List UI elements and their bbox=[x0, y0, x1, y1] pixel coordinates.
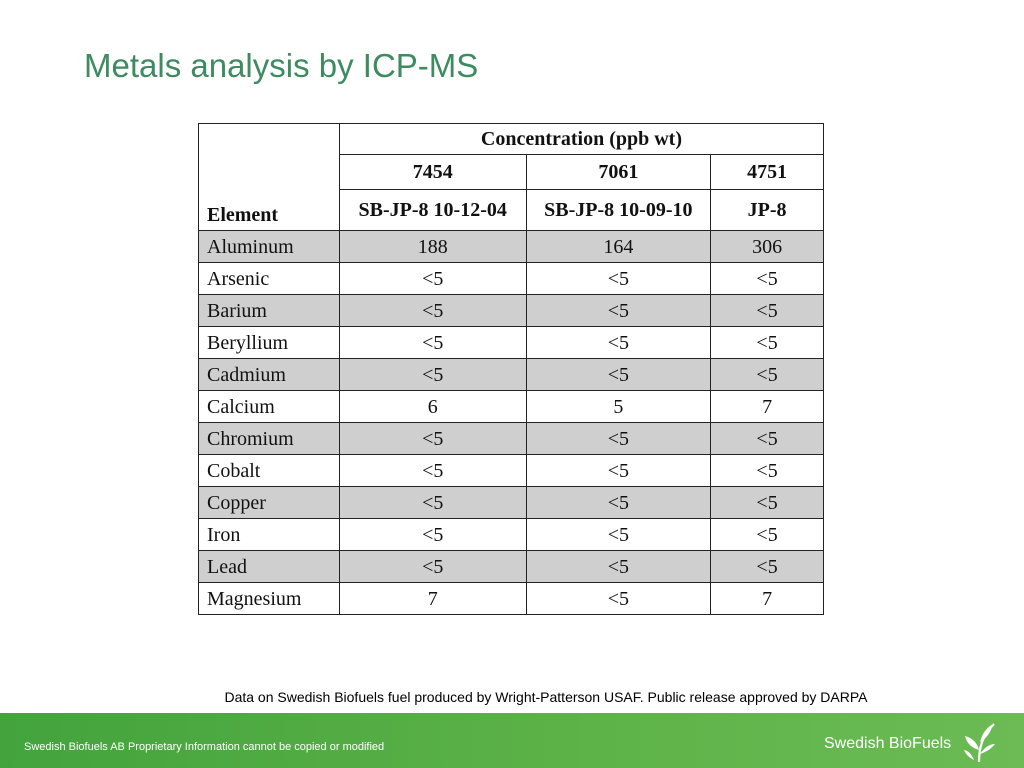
concentration-cell: <5 bbox=[710, 326, 824, 359]
concentration-cell: <5 bbox=[525, 422, 712, 455]
concentration-cell: <5 bbox=[338, 262, 527, 295]
table-row: Aluminum 188 164 306 bbox=[198, 230, 824, 263]
table-row: Calcium 6 5 7 bbox=[198, 390, 824, 423]
concentration-cell: <5 bbox=[710, 358, 824, 391]
concentration-cell: <5 bbox=[338, 518, 527, 551]
concentration-cell: <5 bbox=[710, 550, 824, 583]
element-name-cell: Chromium bbox=[198, 422, 340, 455]
table-row: Arsenic <5 <5 <5 bbox=[198, 262, 824, 295]
element-column-header: Element bbox=[198, 123, 340, 231]
concentration-cell: <5 bbox=[710, 262, 824, 295]
concentration-group-header: Concentration (ppb wt) bbox=[338, 123, 825, 155]
table-row: Chromium <5 <5 <5 bbox=[198, 422, 824, 455]
element-name-cell: Copper bbox=[198, 486, 340, 519]
concentration-cell: <5 bbox=[338, 358, 527, 391]
proprietary-notice: Swedish Biofuels AB Proprietary Informat… bbox=[24, 741, 385, 753]
concentration-cell: 306 bbox=[710, 230, 824, 263]
concentration-cell: 7 bbox=[710, 582, 824, 615]
concentration-cell: 5 bbox=[525, 390, 712, 423]
slide-title: Metals analysis by ICP-MS bbox=[84, 47, 479, 84]
data-source-caption: Data on Swedish Biofuels fuel produced b… bbox=[224, 689, 868, 705]
element-name-cell: Cobalt bbox=[198, 454, 340, 487]
concentration-cell: <5 bbox=[525, 294, 712, 327]
concentration-cell: 6 bbox=[338, 390, 527, 423]
table-row: Magnesium 7 <5 7 bbox=[198, 582, 824, 615]
metals-table: Element Concentration (ppb wt) 7454 7061… bbox=[198, 123, 825, 615]
concentration-cell: 188 bbox=[338, 230, 527, 263]
sample-name-header: SB-JP-8 10-09-10 bbox=[525, 189, 712, 231]
brand-name: Swedish BioFuels bbox=[824, 735, 952, 752]
table-row: Cobalt <5 <5 <5 bbox=[198, 454, 824, 487]
element-name-cell: Aluminum bbox=[198, 230, 340, 263]
concentration-cell: <5 bbox=[525, 262, 712, 295]
element-name-cell: Barium bbox=[198, 294, 340, 327]
element-name-cell: Beryllium bbox=[198, 326, 340, 359]
concentration-cell: <5 bbox=[338, 422, 527, 455]
concentration-cell: 7 bbox=[710, 390, 824, 423]
table-row: Barium <5 <5 <5 bbox=[198, 294, 824, 327]
concentration-cell: <5 bbox=[525, 486, 712, 519]
concentration-cell: <5 bbox=[525, 358, 712, 391]
concentration-cell: <5 bbox=[338, 326, 527, 359]
concentration-cell: <5 bbox=[710, 294, 824, 327]
concentration-cell: <5 bbox=[710, 454, 824, 487]
sample-name-header: JP-8 bbox=[710, 189, 824, 231]
element-name-cell: Arsenic bbox=[198, 262, 340, 295]
concentration-cell: <5 bbox=[710, 518, 824, 551]
concentration-cell: <5 bbox=[525, 326, 712, 359]
concentration-cell: 164 bbox=[525, 230, 712, 263]
concentration-cell: <5 bbox=[710, 486, 824, 519]
concentration-cell: <5 bbox=[525, 582, 712, 615]
concentration-cell: <5 bbox=[338, 486, 527, 519]
element-name-cell: Magnesium bbox=[198, 582, 340, 615]
element-name-cell: Cadmium bbox=[198, 358, 340, 391]
table-row: Cadmium <5 <5 <5 bbox=[198, 358, 824, 391]
concentration-cell: <5 bbox=[710, 422, 824, 455]
concentration-cell: <5 bbox=[338, 294, 527, 327]
concentration-cell: <5 bbox=[338, 454, 527, 487]
concentration-cell: <5 bbox=[525, 454, 712, 487]
sample-name-header: SB-JP-8 10-12-04 bbox=[338, 189, 527, 231]
metals-table-body: Aluminum 188 164 306 Arsenic <5 <5 <5 Barium <5 <5… bbox=[198, 230, 824, 615]
footer-bar: Swedish Biofuels AB Proprietary Informat… bbox=[0, 713, 1024, 768]
element-name-cell: Iron bbox=[198, 518, 340, 551]
table-row: Iron <5 <5 <5 bbox=[198, 518, 824, 551]
sample-id-header: 4751 bbox=[710, 154, 824, 190]
element-name-cell: Calcium bbox=[198, 390, 340, 423]
concentration-cell: <5 bbox=[338, 550, 527, 583]
table-row: Beryllium <5 <5 <5 bbox=[198, 326, 824, 359]
concentration-cell: <5 bbox=[525, 550, 712, 583]
table-row: Lead <5 <5 <5 bbox=[198, 550, 824, 583]
sample-id-header: 7061 bbox=[525, 154, 712, 190]
concentration-cell: 7 bbox=[338, 582, 527, 615]
element-name-cell: Lead bbox=[198, 550, 340, 583]
leaf-logo-icon bbox=[964, 723, 995, 763]
sample-id-header: 7454 bbox=[338, 154, 527, 190]
concentration-cell: <5 bbox=[525, 518, 712, 551]
table-row: Copper <5 <5 <5 bbox=[198, 486, 824, 519]
